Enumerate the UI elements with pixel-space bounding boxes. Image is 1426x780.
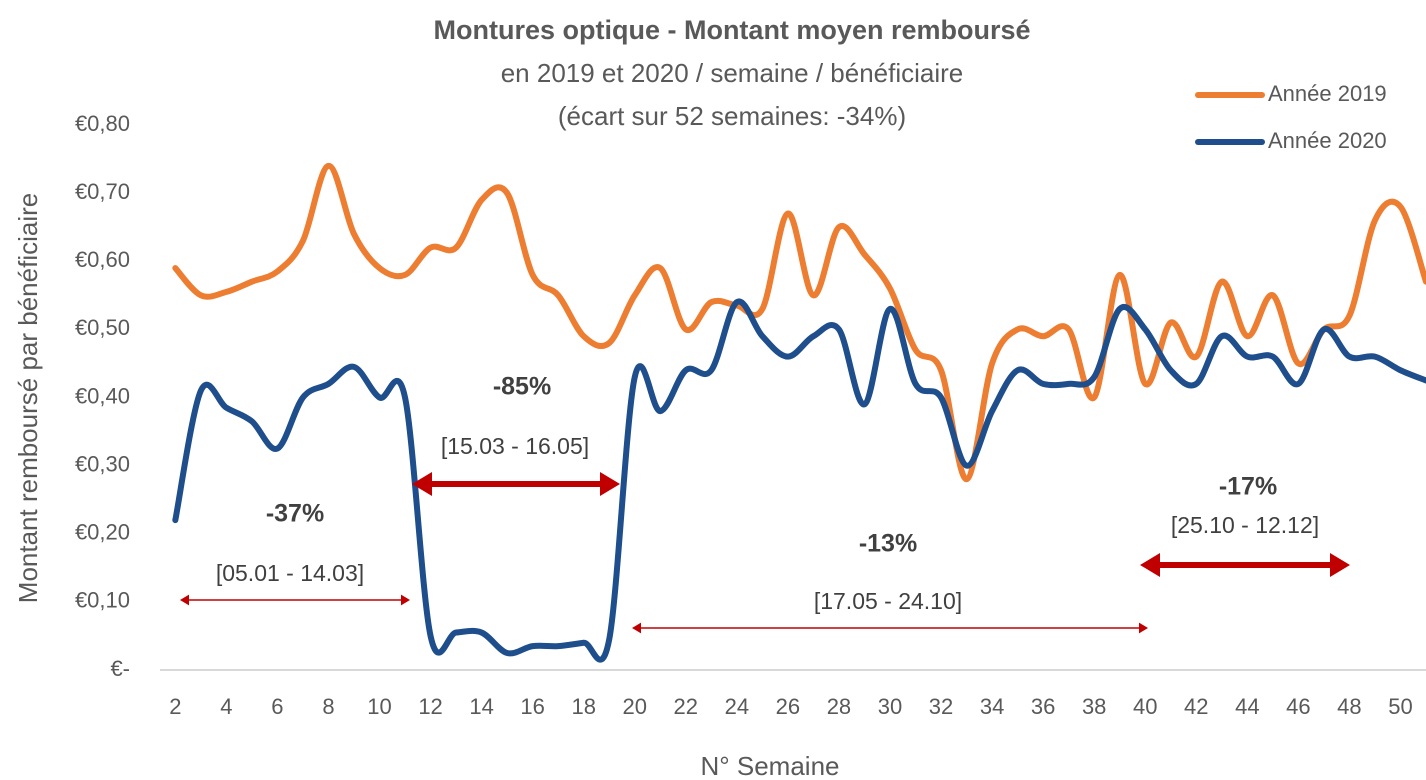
x-tick-label: 20 (623, 694, 647, 719)
annotation: -13% (859, 530, 917, 558)
annotation: [05.01 - 14.03] (216, 560, 364, 586)
annotation: -37% (266, 500, 324, 528)
legend-label: Année 2020 (1268, 128, 1387, 153)
x-tick-label: 42 (1184, 694, 1208, 719)
y-tick-label: €0,20 (75, 520, 130, 545)
x-tick-label: 18 (571, 694, 595, 719)
x-tick-label: 8 (322, 694, 334, 719)
x-tick-label: 36 (1031, 694, 1055, 719)
x-tick-label: 32 (929, 694, 953, 719)
x-tick-label: 14 (469, 694, 493, 719)
annotation: -17% (1219, 473, 1277, 501)
arrow-head (632, 622, 641, 634)
x-tick-label: 12 (418, 694, 442, 719)
y-tick-label: €0,60 (75, 247, 130, 272)
arrow-head (600, 472, 620, 496)
series-line (172, 162, 1426, 483)
arrow-head (412, 472, 432, 496)
arrow-head (1140, 553, 1160, 577)
x-tick-label: 48 (1337, 694, 1361, 719)
x-tick-label: 16 (520, 694, 544, 719)
arrow-head (1330, 553, 1350, 577)
y-tick-label: €0,80 (75, 111, 130, 136)
chart-subtitle: en 2019 et 2020 / semaine / bénéficiaire (501, 58, 964, 88)
arrow-head (180, 594, 189, 606)
x-tick-label: 10 (367, 694, 391, 719)
y-tick-label: €0,70 (75, 179, 130, 204)
x-tick-label: 46 (1286, 694, 1310, 719)
x-tick-label: 2 (169, 694, 181, 719)
x-tick-label: 40 (1133, 694, 1157, 719)
y-axis-label: Montant remboursé par bénéficiaire (13, 193, 43, 603)
y-tick-label: €- (110, 656, 130, 681)
x-tick-label: 4 (220, 694, 232, 719)
x-tick-label: 30 (878, 694, 902, 719)
x-tick-label: 22 (674, 694, 698, 719)
x-tick-label: 24 (725, 694, 749, 719)
series-line (172, 298, 1426, 663)
arrow-head (1139, 622, 1148, 634)
x-tick-label: 38 (1082, 694, 1106, 719)
chart-title: Montures optique - Montant moyen rembour… (433, 15, 1030, 45)
x-tick-label: 26 (776, 694, 800, 719)
y-tick-label: €0,40 (75, 383, 130, 408)
x-tick-label: 34 (980, 694, 1004, 719)
chart-subtitle: (écart sur 52 semaines: -34%) (558, 101, 906, 131)
annotation: [15.03 - 16.05] (441, 433, 589, 459)
annotation: [17.05 - 24.10] (814, 588, 962, 614)
y-tick-label: €0,50 (75, 315, 130, 340)
y-tick-label: €0,10 (75, 588, 130, 613)
x-tick-label: 44 (1235, 694, 1259, 719)
y-tick-label: €0,30 (75, 451, 130, 476)
x-tick-label: 6 (271, 694, 283, 719)
x-axis-label: N° Semaine (700, 751, 839, 780)
x-tick-label: 28 (827, 694, 851, 719)
annotation: -85% (493, 373, 551, 401)
x-tick-label: 50 (1388, 694, 1412, 719)
arrow-head (401, 594, 410, 606)
annotation: [25.10 - 12.12] (1171, 512, 1319, 538)
legend-label: Année 2019 (1268, 81, 1387, 106)
